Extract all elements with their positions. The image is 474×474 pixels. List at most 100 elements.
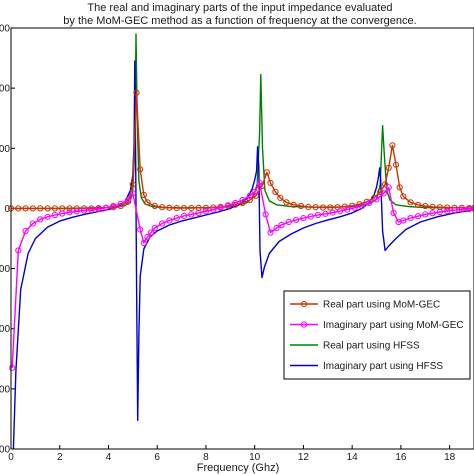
data-point (373, 196, 380, 203)
data-point (110, 202, 117, 210)
data-point (202, 208, 209, 215)
y-tick-label: 0 (4, 204, 10, 215)
data-point (458, 206, 465, 213)
data-point (251, 188, 258, 195)
series-real-part-using-mom-gec (7, 89, 474, 212)
data-point (297, 202, 305, 210)
data-point (312, 204, 319, 211)
x-tick-label: 0 (8, 452, 14, 463)
data-point (15, 205, 22, 212)
data-point (422, 202, 429, 210)
x-tick-label: 2 (57, 452, 63, 463)
data-point (51, 205, 59, 212)
data-point (81, 207, 88, 214)
data-point (173, 215, 180, 222)
data-point (9, 364, 16, 371)
data-point (117, 200, 124, 207)
data-point (267, 229, 274, 236)
legend-label: Real part using HFSS (323, 341, 420, 352)
legend-swatch-marker (300, 321, 308, 328)
data-point (385, 164, 392, 171)
data-point (336, 208, 344, 215)
data-point (407, 215, 414, 222)
series-imaginary-part-using-mom-gec (9, 179, 474, 371)
y-tick-label: -400 (0, 324, 10, 335)
data-point (88, 206, 95, 213)
legend-label: Real part using MoM-GEC (323, 300, 440, 311)
data-point (436, 208, 443, 216)
data-point (396, 184, 403, 191)
data-point (44, 205, 51, 212)
data-point (66, 209, 73, 216)
data-point (307, 213, 314, 220)
x-tick-label: 16 (395, 452, 407, 463)
data-point (272, 188, 279, 195)
data-point (351, 204, 358, 211)
data-point (392, 161, 400, 168)
data-point (422, 211, 429, 218)
data-point (22, 205, 29, 212)
data-point (278, 221, 285, 229)
data-point (133, 89, 140, 96)
data-point (358, 202, 365, 210)
data-point (159, 220, 166, 227)
data-point (95, 205, 102, 213)
data-point (129, 181, 136, 188)
data-point (166, 204, 173, 211)
data-point (66, 205, 73, 212)
data-point (59, 210, 66, 217)
series-layer (7, 33, 474, 450)
data-point (51, 211, 59, 219)
data-point (290, 201, 297, 208)
data-point (414, 201, 422, 208)
data-point (151, 202, 158, 210)
data-point (129, 190, 136, 197)
data-point (102, 204, 110, 211)
data-point (29, 220, 37, 227)
chart-title-line-2: by the MoM-GEC method as a function of f… (63, 15, 416, 27)
data-point (180, 212, 188, 219)
data-point (389, 142, 396, 149)
data-point (239, 196, 246, 204)
data-point (195, 209, 202, 216)
data-point (305, 203, 312, 210)
data-point (385, 184, 392, 191)
y-tick-label: -200 (0, 264, 10, 275)
data-point (37, 216, 44, 223)
data-point (137, 226, 144, 233)
data-point (382, 181, 389, 188)
data-point (451, 207, 458, 214)
data-point (267, 179, 274, 186)
x-tick-label: 18 (444, 452, 456, 463)
data-point (140, 239, 147, 247)
chart-title-line-1: The real and imaginary parts of the inpu… (87, 2, 392, 14)
data-point (140, 191, 147, 198)
data-point (429, 203, 436, 210)
data-point (256, 179, 263, 186)
legend-entry: Imaginary part using MoM-GEC (290, 320, 464, 331)
series-line (11, 91, 474, 210)
data-point (217, 204, 224, 211)
legend-label: Imaginary part using MoM-GEC (323, 320, 464, 331)
data-point (246, 192, 253, 199)
y-tick-label: 400 (0, 84, 10, 95)
data-point (293, 216, 300, 223)
data-point (300, 215, 307, 222)
y-tick-label: -800 (0, 445, 10, 456)
data-point (407, 199, 414, 206)
y-tick-label: 600 (0, 24, 10, 35)
x-tick-label: 10 (249, 452, 261, 463)
data-point (159, 204, 166, 211)
plot-area (11, 28, 474, 449)
data-point (173, 205, 180, 212)
data-point (144, 199, 151, 206)
data-point (344, 206, 351, 213)
data-point (444, 208, 451, 215)
data-point (224, 202, 231, 209)
data-point (329, 209, 336, 216)
data-point (232, 201, 239, 208)
data-point (414, 213, 422, 220)
data-point (277, 194, 284, 201)
data-point (390, 209, 397, 216)
